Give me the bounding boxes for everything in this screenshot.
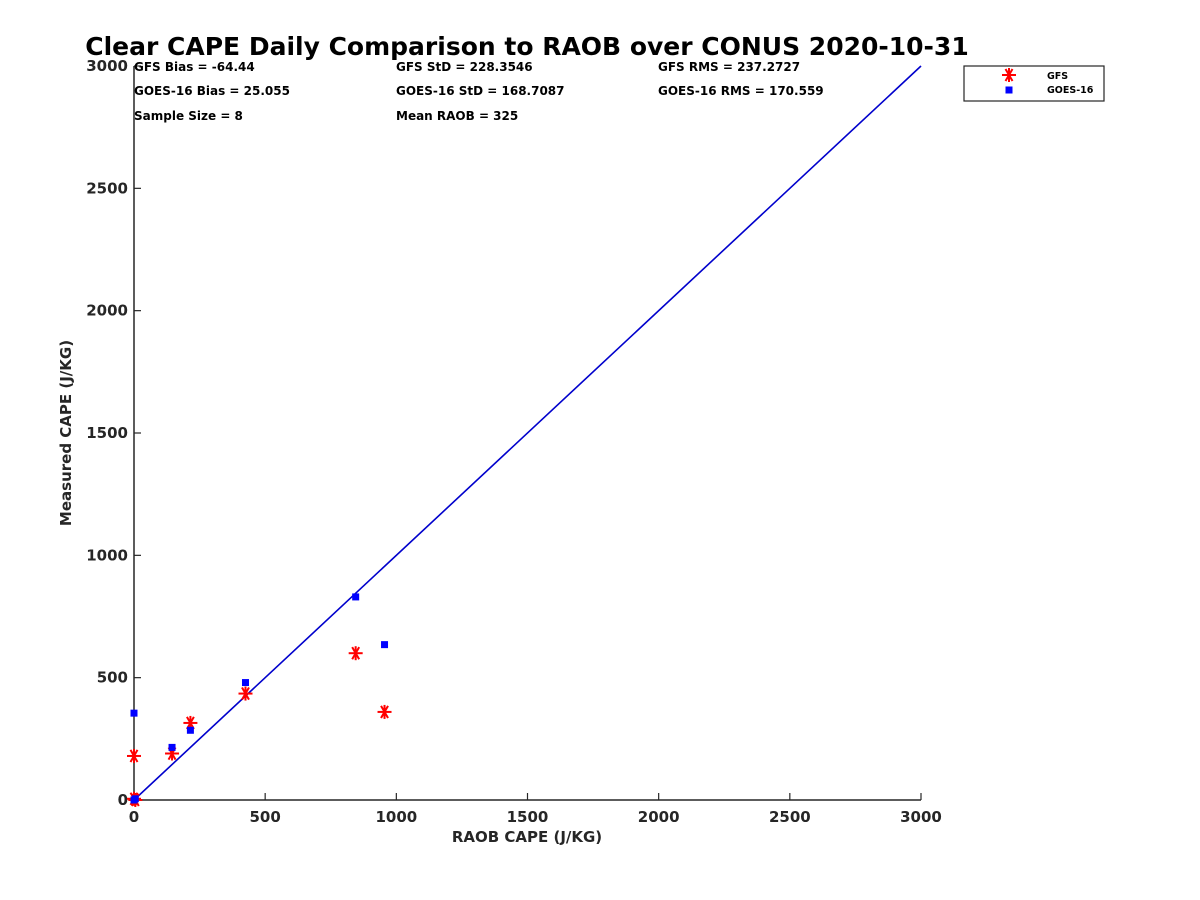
x-tick-label: 2000: [638, 808, 680, 826]
stat-mean-raob: Mean RAOB = 325: [396, 109, 518, 123]
legend-marker-gfs: [1002, 68, 1016, 82]
y-tick-label: 0: [118, 791, 128, 809]
reference-line-group: [133, 65, 922, 801]
gfs-point: [377, 704, 392, 719]
goes-16-point: [241, 679, 249, 687]
reference-line: [133, 65, 922, 801]
legend-label-gfs: GFS: [1047, 71, 1068, 82]
stat-sample-size: Sample Size = 8: [134, 109, 243, 123]
legend: GFS GOES-16: [963, 65, 1105, 102]
legend-box: [963, 65, 1105, 102]
axis-ticks: 0 500 1000 1500 2000 2500 3000 0 500 1000 1500 2000…: [86, 57, 942, 826]
gfs-point: [238, 686, 253, 701]
goes-16-point: [168, 743, 176, 751]
goes-16-point: [352, 593, 360, 601]
stat-goes-std: GOES-16 StD = 168.7087: [396, 84, 565, 98]
stat-goes-rms: GOES-16 RMS = 170.559: [658, 84, 824, 98]
y-tick-label: 1500: [86, 424, 128, 442]
x-tick-label: 1000: [375, 808, 417, 826]
legend-label-goes16: GOES-16: [1047, 85, 1094, 96]
stats-block: GFS Bias = -64.44 GFS StD = 228.3546 GFS…: [134, 60, 824, 123]
x-axis-label: RAOB CAPE (J/KG): [452, 828, 602, 846]
stat-gfs-rms: GFS RMS = 237.2727: [658, 60, 800, 74]
x-tick-label: 0: [129, 808, 139, 826]
legend-markers: [1002, 68, 1016, 94]
goes-16-point: [130, 796, 138, 804]
x-tick-label: 500: [250, 808, 281, 826]
x-tick-label: 3000: [900, 808, 942, 826]
x-tick-label: 1500: [507, 808, 549, 826]
y-axis-label: Measured CAPE (J/KG): [57, 340, 75, 526]
gfs-point: [348, 646, 363, 661]
y-tick-label: 2000: [86, 302, 128, 320]
y-tick-label: 2500: [86, 179, 128, 197]
gfs-point: [127, 748, 141, 763]
y-tick-label: 3000: [86, 57, 128, 75]
stat-gfs-std: GFS StD = 228.3546: [396, 60, 533, 74]
chart-title: Clear CAPE Daily Comparison to RAOB over…: [85, 32, 968, 61]
stat-goes-bias: GOES-16 Bias = 25.055: [134, 84, 290, 98]
legend-marker-goes16: [1005, 86, 1013, 94]
goes-16-point: [186, 726, 194, 734]
data-points: [127, 593, 392, 807]
stat-gfs-bias: GFS Bias = -64.44: [134, 60, 255, 74]
y-tick-label: 1000: [86, 546, 128, 564]
x-tick-label: 2500: [769, 808, 811, 826]
goes-16-point: [381, 641, 389, 649]
goes-16-point: [130, 709, 138, 717]
y-tick-label: 500: [97, 669, 128, 687]
